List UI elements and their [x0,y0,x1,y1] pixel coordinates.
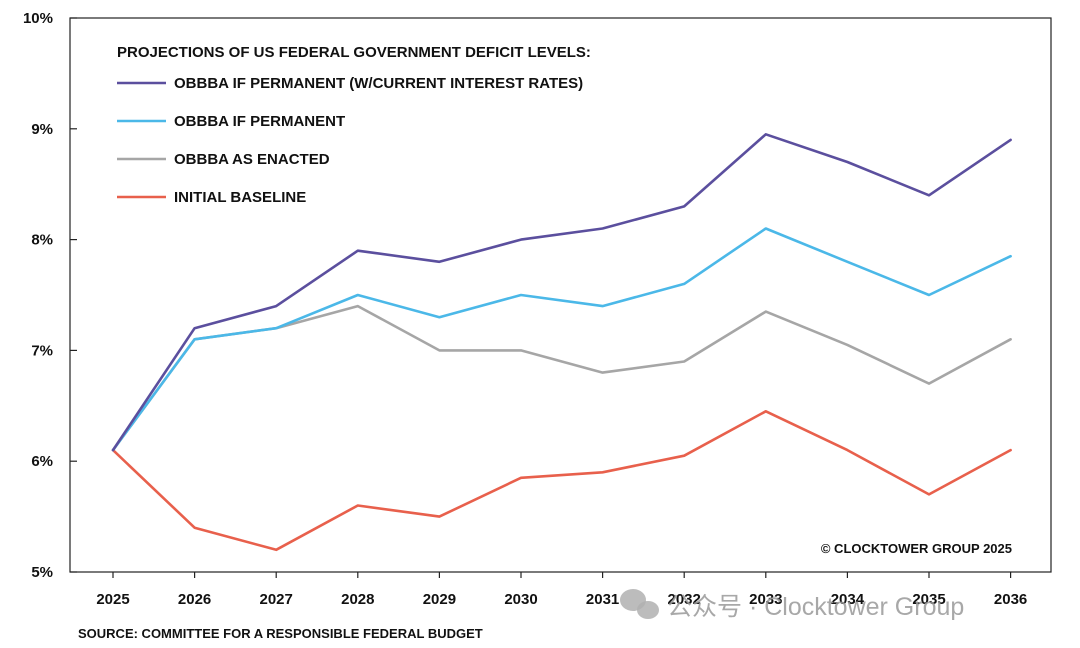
legend-label: OBBBA IF PERMANENT [174,113,345,130]
legend-label: INITIAL BASELINE [174,189,306,206]
x-tick-label: 2031 [586,591,619,608]
series-lines [111,133,1012,552]
plot-frame [69,17,1052,573]
legend: PROJECTIONS OF US FEDERAL GOVERNMENT DEF… [117,44,591,206]
series-line-obbba-as-enacted [111,304,1012,452]
x-axis: 2025 2026 2027 2028 2029 2030 2031 2032 2033 2034… [96,572,1027,608]
y-tick-label: 8% [31,232,53,249]
source-note: SOURCE: COMMITTEE FOR A RESPONSIBLE FEDE… [78,626,483,641]
x-tick-label: 2033 [749,591,782,608]
watermark-text: 公众号 · Clocktower Group [667,593,964,621]
copyright-annotation: © CLOCKTOWER GROUP 2025 [821,541,1012,556]
x-tick-label: 2029 [423,591,456,608]
series-line-initial-baseline [111,409,1012,552]
x-tick-label: 2035 [912,591,945,608]
y-tick-label: 10% [23,10,53,27]
legend-label: OBBBA IF PERMANENT (W/CURRENT INTEREST R… [174,75,583,92]
y-axis: 5% 6% 7% 8% 9% 10% [23,10,77,581]
x-tick-label: 2028 [341,591,374,608]
x-tick-label: 2027 [260,591,293,608]
x-tick-label: 2034 [831,591,865,608]
y-tick-label: 9% [31,121,53,138]
x-tick-label: 2036 [994,591,1027,608]
series-line-obbba-if-permanent-w-current-interest-rates [111,133,1012,452]
watermark: 公众号 · Clocktower Group [620,589,964,621]
y-tick-label: 5% [31,564,53,581]
y-tick-label: 7% [31,342,53,359]
wechat-icon [620,589,659,619]
series-line-obbba-if-permanent [111,227,1012,452]
x-tick-label: 2032 [668,591,701,608]
x-tick-label: 2025 [96,591,129,608]
chart-title: PROJECTIONS OF US FEDERAL GOVERNMENT DEF… [117,44,591,61]
x-tick-label: 2026 [178,591,211,608]
x-tick-label: 2030 [504,591,537,608]
legend-label: OBBBA AS ENACTED [174,151,330,168]
y-tick-label: 6% [31,453,53,470]
